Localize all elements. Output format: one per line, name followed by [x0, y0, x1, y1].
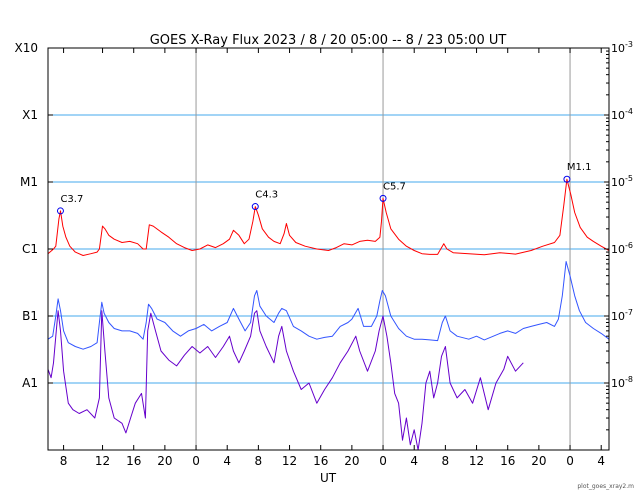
x-tick-label: 8: [255, 454, 263, 468]
series-layer: [47, 178, 610, 451]
x-tick-label: 16: [500, 454, 515, 468]
right-y-tick-label: 10-7: [611, 308, 633, 323]
flux-series-line: [47, 310, 524, 451]
x-tick-label: 12: [282, 454, 297, 468]
x-tick-label: 12: [469, 454, 484, 468]
flare-peak-marker: [379, 194, 387, 202]
left-y-tick-label: M1: [20, 175, 38, 189]
left-y-tick-label: C1: [22, 242, 38, 256]
x-tick-label: 16: [126, 454, 141, 468]
x-tick-label: 0: [379, 454, 387, 468]
flare-peak-marker: [56, 207, 64, 215]
left-y-tick-label: X1: [22, 108, 38, 122]
right-y-tick-label: 10-5: [611, 174, 633, 189]
chart-title: GOES X-Ray Flux 2023 / 8 / 20 05:00 -- 8…: [150, 33, 507, 48]
right-y-tick-label: 10-8: [611, 375, 633, 390]
right-y-tick-exponent: -5: [625, 174, 633, 183]
flux-series-line: [47, 261, 610, 350]
right-y-tick-exponent: -8: [625, 375, 633, 384]
x-tick-label: 0: [192, 454, 200, 468]
left-y-tick-label: B1: [22, 309, 38, 323]
x-tick-label: 20: [157, 454, 172, 468]
right-y-tick-exponent: -6: [625, 241, 633, 250]
flux-series-line: [47, 178, 610, 256]
right-y-tick-label: 10-3: [611, 40, 633, 55]
flare-peak-marker: [563, 175, 571, 183]
right-y-tick-label: 10-6: [611, 241, 633, 256]
axis-layer: 8 12 16 20 0 4 8 12 16 20 0 4 8 12 16 20 0 4 X10 X1 M1 C1 B1 A1…: [15, 40, 633, 468]
right-y-tick-label: 10-4: [611, 107, 633, 122]
left-y-tick-label: X10: [15, 41, 39, 55]
x-tick-label: 8: [60, 454, 68, 468]
plot-credit: plot_goes_xray2.m: [577, 483, 634, 490]
x-tick-label: 0: [566, 454, 574, 468]
right-y-tick-exponent: -4: [625, 107, 633, 116]
x-tick-label: 16: [313, 454, 328, 468]
flare-label: C5.7: [383, 181, 406, 192]
grid-layer: [48, 48, 609, 450]
right-y-tick-exponent: -7: [625, 308, 633, 317]
x-tick-label: 4: [410, 454, 418, 468]
x-tick-label: 8: [442, 454, 450, 468]
x-tick-label: 12: [95, 454, 110, 468]
x-tick-label: 4: [597, 454, 605, 468]
flare-label: C4.3: [255, 190, 278, 201]
x-tick-label: 4: [223, 454, 231, 468]
flare-layer: C3.7 C4.3 C5.7 M1.1: [56, 162, 592, 215]
x-tick-label: 20: [531, 454, 546, 468]
flare-label: M1.1: [567, 162, 592, 173]
flare-peak-marker: [251, 203, 259, 211]
left-y-tick-label: A1: [22, 376, 38, 390]
x-tick-label: 20: [344, 454, 359, 468]
x-axis-label: UT: [320, 471, 337, 485]
right-y-tick-exponent: -3: [625, 40, 633, 49]
flare-label: C3.7: [60, 194, 83, 205]
